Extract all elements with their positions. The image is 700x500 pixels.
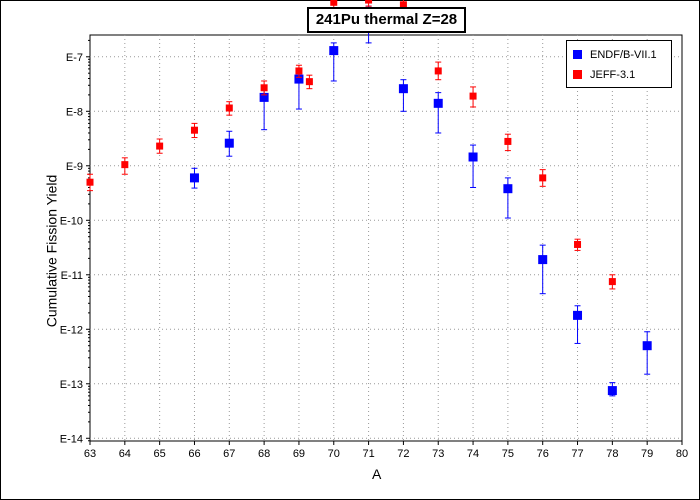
x-axis-label: A: [372, 466, 382, 482]
x-tick-label: 67: [223, 448, 235, 460]
x-tick-label: 71: [362, 448, 374, 460]
y-tick-label: E-13: [60, 379, 83, 391]
data-point: [538, 255, 548, 265]
data-point: [365, 0, 373, 4]
legend-swatch-jeff: [573, 70, 582, 79]
x-tick-label: 64: [119, 448, 131, 460]
legend-item-jeff: JEFF-3.1: [573, 68, 635, 82]
x-tick-label: 65: [154, 448, 166, 460]
data-point: [642, 341, 652, 351]
x-tick-label: 77: [571, 448, 583, 460]
x-tick-label: 69: [293, 448, 305, 460]
data-point: [469, 92, 477, 100]
x-tick-label: 70: [328, 448, 340, 460]
x-tick-label: 76: [537, 448, 549, 460]
data-point: [190, 126, 198, 134]
data-point: [224, 138, 234, 148]
data-point: [434, 67, 442, 75]
y-tick-label: E-8: [66, 106, 83, 118]
y-tick-label: E-10: [60, 215, 83, 227]
data-point: [608, 278, 616, 286]
data-point: [539, 174, 547, 182]
data-point: [607, 386, 617, 396]
x-tick-label: 72: [397, 448, 409, 460]
x-tick-label: 63: [84, 448, 96, 460]
legend-label-endf: ENDF/B-VII.1: [590, 49, 657, 61]
x-tick-label: 80: [676, 448, 688, 460]
data-point: [225, 104, 233, 112]
data-point: [468, 152, 478, 162]
data-point: [305, 78, 313, 86]
x-tick-label: 66: [188, 448, 200, 460]
y-axis-label-text: Cumulative Fission Yield: [43, 174, 60, 328]
data-point: [121, 161, 129, 169]
data-point: [295, 67, 303, 75]
data-point: [573, 310, 583, 320]
x-tick-label: 78: [606, 448, 618, 460]
data-point: [189, 173, 199, 183]
legend: ENDF/B-VII.1 JEFF-3.1: [566, 40, 672, 88]
legend-item-endf: ENDF/B-VII.1: [573, 48, 657, 62]
y-tick-label: E-9: [66, 161, 83, 173]
data-point: [574, 240, 582, 248]
y-tick-label: E-11: [61, 270, 83, 282]
x-tick-label: 74: [467, 448, 479, 460]
legend-label-jeff: JEFF-3.1: [590, 69, 636, 81]
x-tick-label: 75: [502, 448, 514, 460]
y-tick-label: E-12: [60, 324, 83, 336]
data-point: [260, 84, 268, 92]
data-point: [329, 46, 339, 56]
data-point: [398, 84, 408, 94]
data-point: [504, 137, 512, 145]
x-tick-label: 68: [258, 448, 270, 460]
plot-area: [89, 34, 683, 442]
chart-title: 241Pu thermal Z=28: [307, 7, 466, 33]
data-point: [86, 178, 94, 186]
y-tick-label: E-7: [66, 52, 83, 64]
data-point: [503, 184, 513, 194]
legend-swatch-endf: [573, 50, 582, 59]
x-tick-label: 73: [432, 448, 444, 460]
data-point: [330, 0, 338, 6]
data-point: [433, 98, 443, 108]
data-point: [399, 1, 407, 9]
y-axis-label: Cumulative Fission Yield: [13, 175, 59, 328]
data-point: [259, 92, 269, 102]
data-point: [294, 74, 304, 84]
data-point: [156, 142, 164, 150]
x-tick-label: 79: [641, 448, 653, 460]
y-tick-label: E-14: [60, 433, 83, 445]
